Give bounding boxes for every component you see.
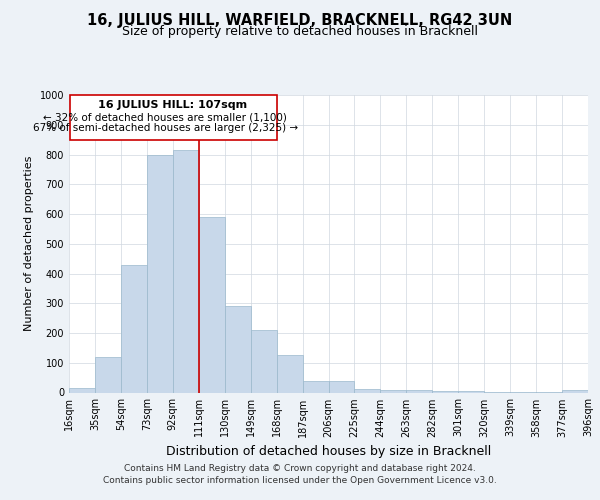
Bar — [147, 154, 173, 392]
Bar — [355, 389, 380, 392]
Bar — [329, 380, 355, 392]
Text: 67% of semi-detached houses are larger (2,325) →: 67% of semi-detached houses are larger (… — [33, 123, 298, 133]
Bar — [277, 356, 302, 393]
FancyBboxPatch shape — [70, 95, 277, 140]
Bar — [433, 391, 458, 392]
Y-axis label: Number of detached properties: Number of detached properties — [24, 156, 34, 332]
Bar — [121, 264, 147, 392]
Text: Contains public sector information licensed under the Open Government Licence v3: Contains public sector information licen… — [103, 476, 497, 485]
Bar — [69, 388, 95, 392]
Bar — [251, 330, 277, 392]
Text: Contains HM Land Registry data © Crown copyright and database right 2024.: Contains HM Land Registry data © Crown c… — [124, 464, 476, 473]
Bar — [302, 380, 329, 392]
X-axis label: Distribution of detached houses by size in Bracknell: Distribution of detached houses by size … — [166, 445, 491, 458]
Bar — [199, 217, 224, 392]
Text: ← 32% of detached houses are smaller (1,100): ← 32% of detached houses are smaller (1,… — [43, 112, 287, 122]
Bar — [173, 150, 199, 392]
Bar — [380, 390, 406, 392]
Text: 16, JULIUS HILL, WARFIELD, BRACKNELL, RG42 3UN: 16, JULIUS HILL, WARFIELD, BRACKNELL, RG… — [88, 12, 512, 28]
Bar — [95, 357, 121, 392]
Bar — [562, 390, 588, 392]
Bar — [225, 306, 251, 392]
Text: 16 JULIUS HILL: 107sqm: 16 JULIUS HILL: 107sqm — [98, 100, 248, 110]
Bar — [406, 390, 432, 392]
Text: Size of property relative to detached houses in Bracknell: Size of property relative to detached ho… — [122, 25, 478, 38]
